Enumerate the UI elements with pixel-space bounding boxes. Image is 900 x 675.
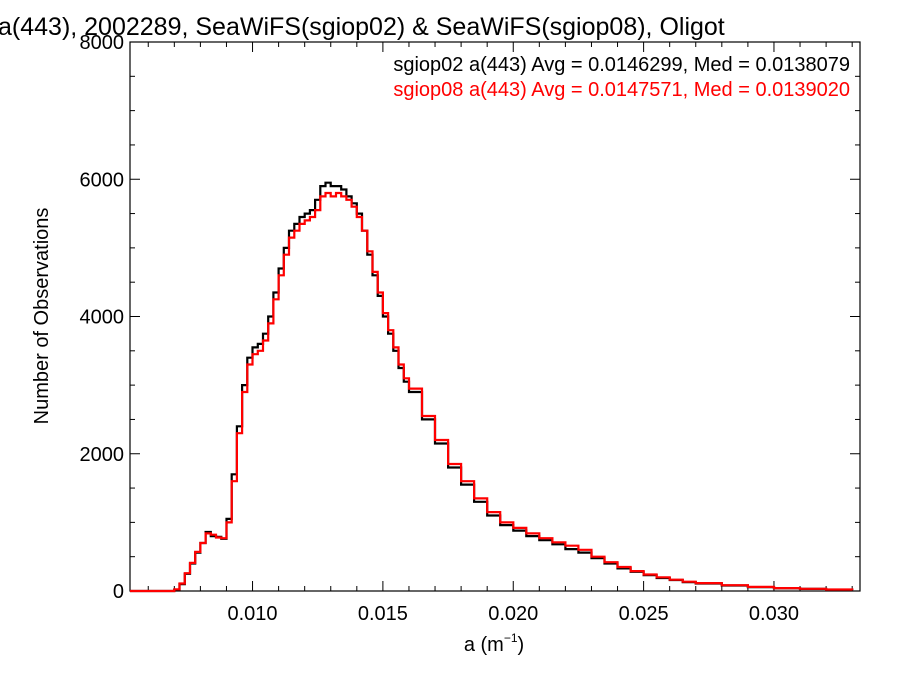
- y-axis-ticks: 0 2000 4000 6000 8000: [80, 32, 860, 603]
- x-tick-label: 0.030: [749, 603, 799, 625]
- legend-entry-sgiop02: sgiop02 a(443) Avg = 0.0146299, Med = 0.…: [393, 54, 850, 76]
- x-tick-label: 0.010: [228, 603, 278, 625]
- x-tick-label: 0.020: [488, 603, 538, 625]
- x-axis-ticks: 0.010 0.015 0.020 0.025 0.030: [147, 42, 853, 625]
- series-layer: [130, 181, 854, 593]
- y-tick-label: 4000: [80, 307, 125, 329]
- x-tick-label: 0.025: [619, 603, 669, 625]
- plot-frame: [129, 41, 861, 592]
- x-axis-label-suffix: ): [518, 634, 525, 656]
- chart-title: a(443), 2002289, SeaWiFS(sgiop02) & SeaW…: [0, 13, 725, 41]
- y-axis-label: Number of Observations: [31, 208, 53, 425]
- y-tick-label: 2000: [80, 444, 125, 466]
- legend: sgiop02 a(443) Avg = 0.0146299, Med = 0.…: [393, 54, 850, 101]
- legend-entry-sgiop08: sgiop08 a(443) Avg = 0.0147571, Med = 0.…: [393, 79, 850, 101]
- series-sgiop08-line: [130, 191, 854, 593]
- y-tick-label: 6000: [80, 169, 125, 191]
- x-axis-label-superscript: −1: [504, 631, 518, 645]
- x-axis-label-main: a (m: [464, 634, 504, 656]
- x-tick-label: 0.015: [358, 603, 408, 625]
- y-tick-label: 8000: [80, 32, 125, 54]
- series-sgiop02-line: [130, 181, 854, 593]
- y-tick-label: 0: [113, 581, 124, 603]
- x-axis-label: a (m−1): [464, 631, 524, 656]
